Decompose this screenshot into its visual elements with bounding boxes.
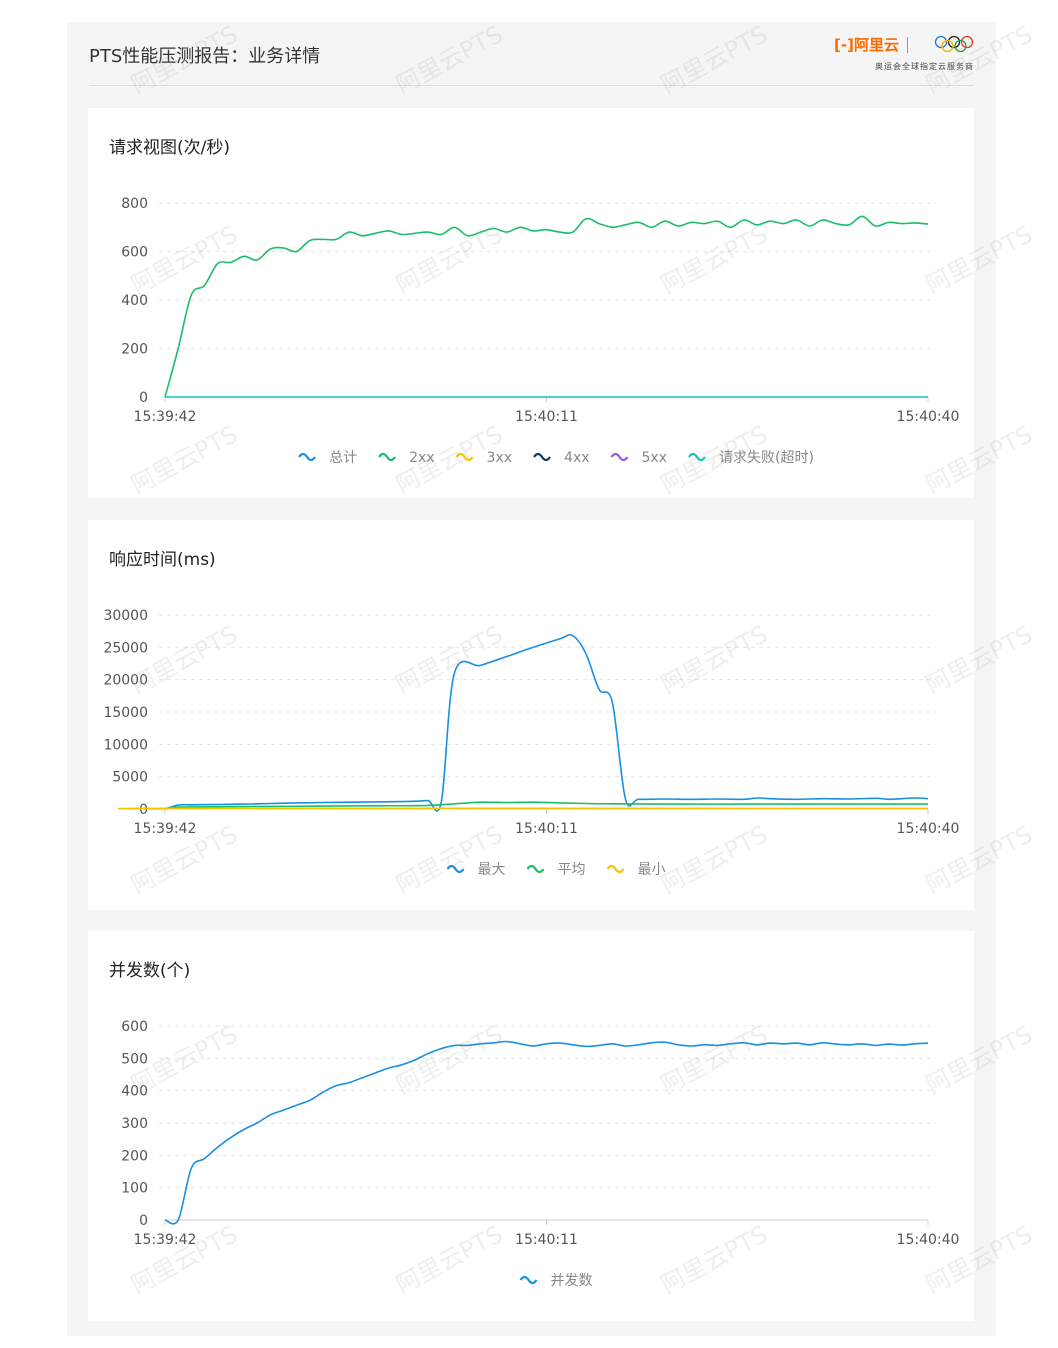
y-tick-label: 600 (121, 1019, 148, 1035)
legend-wave-icon (298, 452, 316, 462)
y-tick-label: 400 (121, 293, 148, 309)
response-time-chart: 0 5000 10000 15000 20000 25000 30000 15:39:42 15… (103, 608, 960, 878)
legend-wave-icon (378, 452, 396, 462)
y-tick-label: 400 (121, 1084, 148, 1100)
x-tick-label: 15:40:11 (515, 1232, 578, 1248)
legend-wave-icon (533, 452, 551, 462)
x-tick-label: 15:39:42 (134, 1232, 197, 1248)
series-line-3xx (117, 807, 929, 810)
legend-item-timeout[interactable]: 请求失败(超时) (688, 450, 814, 466)
x-tick-label: 15:39:42 (134, 821, 197, 837)
response-time-chart-panel: 响应时间(ms) 0 5000 10000 15000 20000 25000 30000 1… (88, 520, 974, 910)
legend-wave-icon (688, 452, 706, 462)
report-page: PTS性能压测报告：业务详情 [-]阿里云 奥运会全球指定云服务商 请求视图(次… (67, 22, 996, 1336)
y-tick-label: 500 (121, 1051, 148, 1067)
brand-tagline: 奥运会全球指定云服务商 (875, 62, 974, 71)
y-tick-label: 600 (121, 245, 148, 261)
legend-item-total[interactable]: 总计 (298, 450, 357, 466)
concurrency-chart: 0 100 200 300 400 500 600 15:39:42 15:40:11 15:40… (121, 1019, 960, 1289)
rps-chart-title: 请求视图(次/秒) (109, 138, 230, 158)
legend-label: 3xx (487, 450, 512, 466)
x-tick-label: 15:40:11 (515, 409, 578, 425)
y-tick-label: 30000 (103, 608, 148, 624)
rps-chart-panel: 请求视图(次/秒) 0 200 400 600 800 15:39:42 15:40:11 1… (88, 108, 974, 498)
legend-item-total[interactable]: 最大 (446, 862, 506, 878)
x-tick-label: 15:40:40 (897, 1232, 960, 1248)
legend-label: 最大 (478, 862, 506, 878)
concurrency-chart-panel: 并发数(个) 0 100 200 300 400 500 600 15:39:42 15:40:… (88, 931, 974, 1321)
y-tick-label: 200 (121, 1148, 148, 1164)
legend-wave-icon (606, 864, 625, 874)
response-time-chart-title: 响应时间(ms) (109, 550, 216, 570)
page-title: PTS性能压测报告：业务详情 (89, 46, 321, 67)
legend-wave-icon (526, 864, 545, 874)
rps-chart: 0 200 400 600 800 15:39:42 15:40:11 15:40:40 总计 2… (121, 196, 960, 466)
series-line-total (164, 1040, 929, 1225)
y-tick-label: 15000 (103, 705, 148, 721)
legend-label: 请求失败(超时) (719, 450, 814, 466)
y-tick-label: 10000 (103, 737, 148, 753)
legend-label: 5xx (642, 450, 667, 466)
series-line-2xx (164, 215, 929, 398)
y-tick-label: 25000 (103, 640, 148, 656)
legend-item-5xx[interactable]: 5xx (610, 450, 667, 466)
concurrency-chart-title: 并发数(个) (109, 961, 191, 981)
header-divider (89, 85, 974, 86)
x-tick-label: 15:39:42 (134, 409, 197, 425)
legend-item-2xx[interactable]: 2xx (378, 450, 435, 466)
legend-wave-icon (519, 1275, 538, 1285)
y-tick-label: 200 (121, 342, 148, 358)
legend-label: 并发数 (551, 1273, 593, 1289)
legend-item-3xx[interactable]: 3xx (455, 450, 512, 466)
legend-label: 总计 (329, 450, 357, 466)
y-tick-label: 0 (139, 1213, 148, 1229)
legend-label: 平均 (558, 862, 586, 878)
x-tick-label: 15:40:11 (515, 821, 578, 837)
y-tick-label: 20000 (103, 673, 148, 689)
legend-item-2xx[interactable]: 平均 (526, 862, 586, 878)
legend-label: 4xx (564, 450, 589, 466)
x-tick-label: 15:40:40 (897, 821, 960, 837)
series-line-2xx (164, 801, 928, 810)
y-tick-label: 800 (121, 196, 148, 212)
legend-item-total[interactable]: 并发数 (519, 1273, 593, 1289)
legend-item-3xx[interactable]: 最小 (606, 862, 665, 878)
legend-wave-icon (446, 864, 465, 874)
legend-label: 最小 (637, 862, 665, 878)
olympic-rings-icon (934, 35, 974, 53)
x-tick-label: 15:40:40 (897, 409, 960, 425)
brand-area: [-]阿里云 奥运会全球指定云服务商 (834, 34, 974, 74)
y-tick-label: 100 (121, 1181, 148, 1197)
y-tick-label: 0 (139, 802, 148, 818)
legend-wave-icon (610, 452, 629, 462)
legend-wave-icon (455, 452, 474, 462)
aliyun-logo-text: 阿里云 (853, 36, 899, 54)
brand-divider (907, 37, 908, 53)
legend-label: 2xx (409, 450, 434, 466)
aliyun-logo: [-]阿里云 (834, 34, 899, 55)
y-tick-label: 0 (139, 390, 148, 406)
y-tick-label: 5000 (112, 770, 148, 786)
y-tick-label: 300 (121, 1116, 148, 1132)
aliyun-logo-mark: [-] (834, 36, 854, 54)
legend-item-4xx[interactable]: 4xx (533, 450, 590, 466)
series-line-total (164, 634, 929, 812)
